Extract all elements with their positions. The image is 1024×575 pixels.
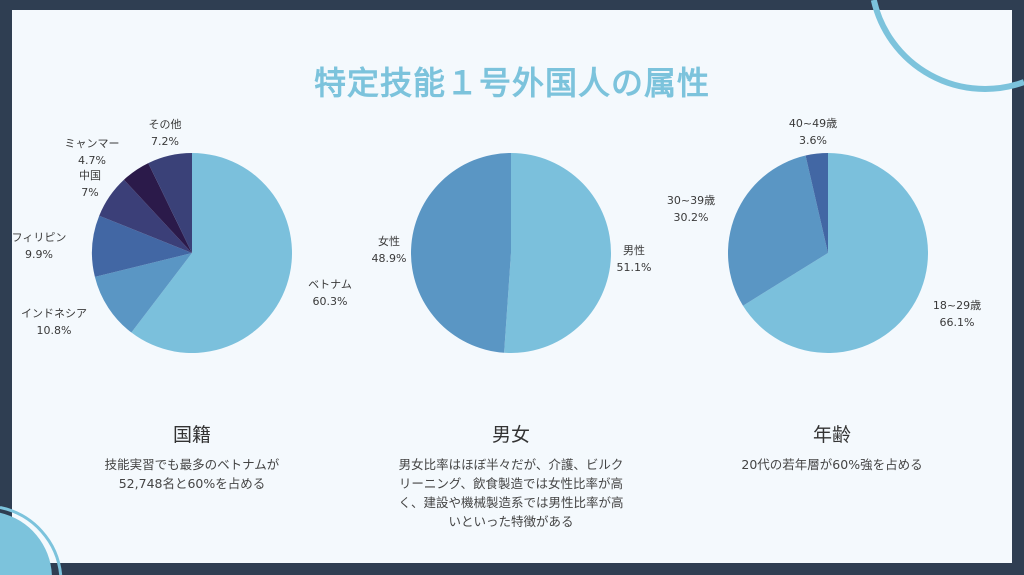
slice-label-value: 7% bbox=[81, 186, 99, 199]
pie-slice bbox=[805, 153, 828, 253]
pie-slice bbox=[148, 153, 192, 253]
pie-slice bbox=[411, 153, 511, 353]
caption-title: 男女 bbox=[491, 424, 530, 446]
slice-label-name: インドネシア bbox=[21, 307, 87, 320]
slice-label: ベトナム 60.3% bbox=[308, 276, 352, 310]
pie-slice bbox=[504, 153, 611, 353]
slice-label-name: ミャンマー bbox=[64, 137, 120, 150]
pie-slice bbox=[99, 179, 192, 253]
slice-label: 30~39歳 30.2% bbox=[667, 192, 715, 226]
slice-label: 40~49歳 3.6% bbox=[789, 115, 837, 149]
slice-label-name: 男性 bbox=[622, 244, 645, 257]
slice-label-value: 10.8% bbox=[36, 324, 72, 337]
caption-title: 年齢 bbox=[812, 424, 851, 446]
slice-label-name: 30~39歳 bbox=[666, 194, 716, 207]
slice-label: ミャンマー 4.7% bbox=[65, 135, 120, 169]
slice-label: 中国 7% bbox=[79, 167, 101, 201]
slice-label-name: 18~29歳 bbox=[932, 299, 982, 312]
pie-slice bbox=[131, 153, 292, 354]
slice-label-name: ベトナム bbox=[308, 278, 352, 291]
slice-label-value: 30.2% bbox=[673, 211, 709, 224]
slice-label-name: 女性 bbox=[377, 235, 400, 248]
slice-label: 女性 48.9% bbox=[372, 233, 407, 267]
slice-label: その他 7.2% bbox=[149, 116, 182, 150]
caption-text: 20代の若年層が60%強を占める bbox=[741, 457, 923, 472]
caption-text: 技能実習でも最多のベトナムが52,748名と60%を占める bbox=[104, 457, 280, 491]
slice-label-value: 3.6% bbox=[799, 134, 827, 147]
caption-text: 男女比率はほぼ半々だが、介護、ビルクリーニング、飲食製造では女性比率が高く、建設… bbox=[398, 457, 624, 529]
pie-slice bbox=[743, 153, 928, 353]
slice-label-value: 7.2% bbox=[151, 135, 179, 148]
caption-nationality: 国籍 技能実習でも最多のベトナムが52,748名と60%を占める bbox=[42, 420, 342, 493]
caption-title: 国籍 bbox=[172, 424, 211, 446]
slice-label-value: 9.9% bbox=[25, 248, 53, 261]
pie-slice bbox=[728, 155, 828, 306]
slice-label-value: 60.3% bbox=[312, 295, 348, 308]
slice-label-value: 4.7% bbox=[78, 154, 106, 167]
slice-label-name: 中国 bbox=[79, 169, 101, 182]
slice-label: インドネシア 10.8% bbox=[21, 305, 87, 339]
page-title: 特定技能１号外国人の属性 bbox=[313, 64, 710, 102]
pie-slice bbox=[92, 215, 192, 277]
slice-label-name: その他 bbox=[148, 118, 182, 131]
slice-label: フィリピン 9.9% bbox=[12, 229, 67, 263]
slice-label-name: 40~49歳 bbox=[788, 117, 838, 130]
pie-slice bbox=[94, 253, 192, 333]
slice-label: 18~29歳 66.1% bbox=[933, 297, 981, 331]
slice-label-value: 48.9% bbox=[371, 252, 407, 265]
slice-label: 男性 51.1% bbox=[617, 242, 652, 276]
slice-label-name: フィリピン bbox=[11, 231, 67, 244]
pie-slice bbox=[123, 163, 192, 253]
slice-label-value: 51.1% bbox=[616, 261, 652, 274]
caption-age: 年齢 20代の若年層が60%強を占める bbox=[682, 420, 982, 474]
slice-label-value: 66.1% bbox=[939, 316, 975, 329]
caption-gender: 男女 男女比率はほぼ半々だが、介護、ビルクリーニング、飲食製造では女性比率が高く… bbox=[361, 420, 661, 531]
